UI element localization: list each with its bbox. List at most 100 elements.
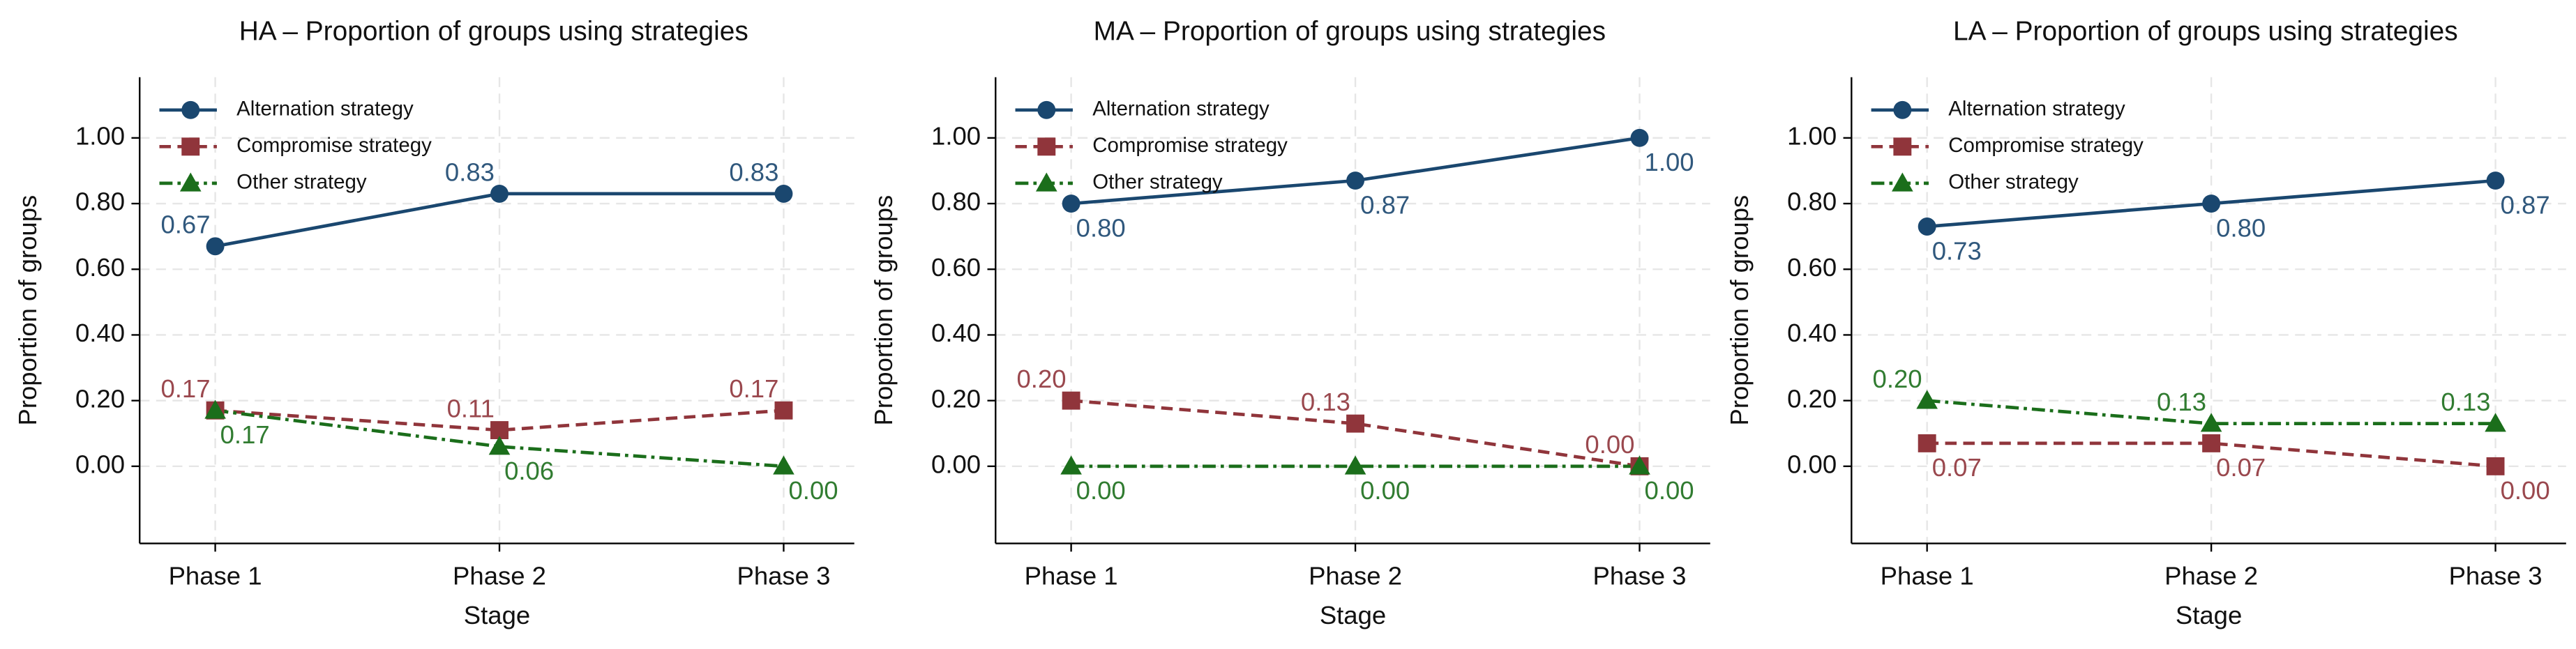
- x-tick-label: Phase 3: [1593, 562, 1687, 590]
- legend-label: Alternation strategy: [1948, 98, 2125, 121]
- value-label: 0.17: [729, 374, 778, 403]
- y-tick-label: 0.80: [1787, 188, 1837, 216]
- y-axis-label: Proportion of groups: [869, 195, 898, 426]
- point-marker: [1892, 172, 1913, 192]
- point-marker: [1037, 137, 1056, 156]
- value-label: 0.00: [1645, 476, 1694, 505]
- panel: LA – Proportion of groups using strategi…: [1725, 16, 2566, 629]
- legend-label: Alternation strategy: [236, 98, 414, 121]
- legend-label: Compromise strategy: [1092, 134, 1288, 157]
- value-label: 0.13: [2441, 388, 2490, 416]
- point-marker: [2485, 413, 2506, 432]
- point-marker: [1062, 391, 1080, 410]
- y-tick-label: 0.20: [75, 384, 125, 413]
- legend-label: Other strategy: [1092, 171, 1223, 194]
- x-tick-label: Phase 2: [453, 562, 546, 590]
- value-label: 0.20: [1873, 365, 1922, 393]
- x-tick-label: Phase 1: [1881, 562, 1974, 590]
- value-label: 0.80: [2216, 213, 2266, 242]
- series-line: [215, 409, 784, 468]
- point-marker: [1346, 171, 1365, 190]
- y-axis-label: Proportion of groups: [13, 195, 42, 426]
- value-label: 0.13: [2157, 388, 2206, 416]
- legend-label: Alternation strategy: [1092, 98, 1270, 121]
- y-tick-label: 0.80: [931, 188, 981, 216]
- value-label: 0.00: [789, 476, 838, 505]
- chart-title: MA – Proportion of groups using strategi…: [1094, 16, 1606, 46]
- point-marker: [774, 184, 793, 203]
- point-marker: [773, 455, 794, 475]
- series-line: [215, 409, 784, 432]
- point-marker: [206, 237, 225, 256]
- value-label: 0.20: [1017, 365, 1067, 393]
- x-tick-label: Phase 1: [1025, 562, 1118, 590]
- point-marker: [2486, 171, 2505, 190]
- legend-label: Other strategy: [1948, 171, 2079, 194]
- y-tick-label: 1.00: [931, 121, 981, 150]
- value-label: 0.83: [445, 158, 495, 186]
- point-marker: [1893, 100, 1912, 119]
- y-tick-label: 0.40: [931, 319, 981, 347]
- x-tick-label: Phase 3: [2449, 562, 2543, 590]
- point-marker: [1062, 194, 1080, 213]
- point-marker: [1344, 455, 1366, 475]
- value-label: 0.00: [2501, 476, 2550, 505]
- value-label: 0.07: [2216, 453, 2266, 482]
- value-label: 0.13: [1301, 388, 1350, 416]
- y-tick-label: 1.00: [1787, 121, 1837, 150]
- point-marker: [204, 399, 226, 419]
- y-tick-label: 0.60: [931, 253, 981, 282]
- y-tick-label: 0.00: [931, 450, 981, 479]
- point-marker: [181, 137, 200, 156]
- point-marker: [1916, 390, 1938, 409]
- value-label: 0.17: [160, 374, 210, 403]
- chart-title: LA – Proportion of groups using strategi…: [1953, 16, 2458, 46]
- legend-label: Other strategy: [236, 171, 367, 194]
- value-label: 0.73: [1932, 236, 1982, 265]
- legend-label: Compromise strategy: [1948, 134, 2144, 157]
- value-label: 0.07: [1932, 453, 1982, 482]
- value-label: 0.87: [1360, 190, 1410, 219]
- y-tick-label: 0.60: [1787, 253, 1837, 282]
- series-line: [1071, 399, 1640, 468]
- point-marker: [1918, 434, 1936, 452]
- y-tick-label: 0.80: [75, 188, 125, 216]
- panel: HA – Proportion of groups using strategi…: [13, 16, 854, 629]
- legend-label: Compromise strategy: [236, 134, 432, 157]
- y-tick-label: 0.40: [75, 319, 125, 347]
- point-marker: [1893, 137, 1912, 156]
- chart-title: HA – Proportion of groups using strategi…: [239, 16, 748, 46]
- value-label: 0.06: [504, 457, 554, 485]
- point-marker: [2202, 434, 2221, 452]
- y-tick-label: 0.00: [1787, 450, 1837, 479]
- point-marker: [1629, 455, 1650, 475]
- point-marker: [2200, 413, 2222, 432]
- y-tick-label: 0.00: [75, 450, 125, 479]
- y-tick-label: 0.20: [931, 384, 981, 413]
- point-marker: [1346, 414, 1365, 433]
- x-axis-label: Stage: [464, 601, 530, 629]
- y-tick-label: 0.60: [75, 253, 125, 282]
- point-marker: [774, 401, 793, 420]
- point-marker: [2486, 457, 2505, 475]
- x-tick-label: Phase 2: [2164, 562, 2258, 590]
- point-marker: [2202, 194, 2221, 213]
- point-marker: [181, 100, 200, 119]
- y-tick-label: 0.20: [1787, 384, 1837, 413]
- value-label: 0.00: [1360, 476, 1410, 505]
- value-label: 0.67: [160, 211, 210, 239]
- value-label: 0.00: [1076, 476, 1126, 505]
- point-marker: [179, 172, 202, 192]
- x-tick-label: Phase 2: [1309, 562, 1402, 590]
- x-tick-label: Phase 1: [169, 562, 262, 590]
- y-tick-label: 1.00: [75, 121, 125, 150]
- value-label: 1.00: [1645, 148, 1694, 176]
- point-marker: [1035, 172, 1057, 192]
- point-marker: [490, 184, 509, 203]
- y-axis-label: Proportion of groups: [1725, 195, 1754, 426]
- point-marker: [1630, 128, 1649, 147]
- x-axis-label: Stage: [1320, 601, 1386, 629]
- point-marker: [1037, 100, 1056, 119]
- value-label: 0.11: [447, 394, 495, 422]
